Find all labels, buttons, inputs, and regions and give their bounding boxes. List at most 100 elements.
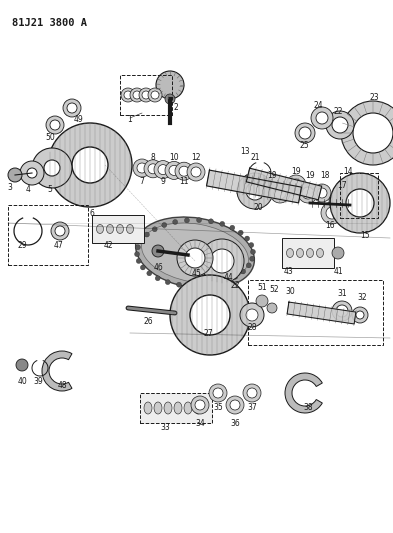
Circle shape — [130, 88, 144, 102]
Ellipse shape — [174, 402, 182, 414]
Ellipse shape — [116, 224, 123, 233]
Text: 46: 46 — [153, 262, 163, 271]
Text: 52: 52 — [269, 286, 279, 295]
Circle shape — [20, 161, 44, 185]
Circle shape — [316, 112, 328, 124]
FancyBboxPatch shape — [92, 215, 144, 243]
Circle shape — [237, 173, 273, 209]
Ellipse shape — [97, 224, 103, 233]
Circle shape — [135, 245, 140, 250]
Circle shape — [313, 184, 331, 202]
Circle shape — [124, 91, 132, 99]
Text: 28: 28 — [247, 324, 257, 333]
Text: 19: 19 — [291, 166, 301, 175]
Circle shape — [241, 269, 246, 274]
Ellipse shape — [194, 402, 202, 414]
Text: 19: 19 — [305, 171, 315, 180]
Circle shape — [200, 239, 244, 283]
Circle shape — [51, 222, 69, 240]
Text: 40: 40 — [17, 376, 27, 385]
Ellipse shape — [154, 402, 162, 414]
Text: 39: 39 — [33, 376, 43, 385]
Text: 12: 12 — [191, 154, 201, 163]
Circle shape — [189, 284, 193, 288]
Circle shape — [246, 263, 251, 268]
Circle shape — [346, 189, 374, 217]
Circle shape — [48, 123, 132, 207]
Circle shape — [220, 221, 225, 227]
Text: 48: 48 — [57, 381, 67, 390]
Text: 23: 23 — [369, 93, 379, 102]
Circle shape — [238, 230, 243, 235]
Circle shape — [133, 159, 151, 177]
Circle shape — [317, 188, 327, 198]
Circle shape — [246, 182, 264, 200]
FancyBboxPatch shape — [140, 393, 212, 423]
Text: 29: 29 — [17, 240, 27, 249]
Text: 26: 26 — [143, 317, 153, 326]
Text: 30: 30 — [285, 287, 295, 295]
Text: 8: 8 — [151, 154, 155, 163]
Circle shape — [67, 103, 77, 113]
Ellipse shape — [141, 223, 248, 283]
Ellipse shape — [286, 248, 294, 257]
FancyBboxPatch shape — [137, 163, 162, 173]
Text: 34: 34 — [195, 418, 205, 427]
Circle shape — [151, 91, 159, 99]
Circle shape — [209, 219, 213, 224]
Text: 47: 47 — [53, 240, 63, 249]
Text: 45: 45 — [191, 269, 201, 278]
Text: 4: 4 — [26, 185, 30, 195]
Text: 20: 20 — [253, 204, 263, 213]
Circle shape — [8, 168, 22, 182]
Circle shape — [152, 245, 164, 257]
Circle shape — [177, 240, 213, 276]
Circle shape — [147, 271, 152, 276]
Circle shape — [165, 161, 183, 180]
Circle shape — [46, 116, 64, 134]
Circle shape — [136, 259, 141, 263]
Ellipse shape — [316, 248, 323, 257]
Circle shape — [226, 396, 244, 414]
Text: 1: 1 — [128, 116, 132, 125]
Text: 42: 42 — [103, 240, 113, 249]
Circle shape — [152, 227, 157, 232]
Circle shape — [173, 220, 178, 224]
Circle shape — [250, 249, 255, 254]
Circle shape — [341, 101, 393, 165]
Circle shape — [165, 94, 175, 104]
Circle shape — [134, 252, 140, 257]
Circle shape — [165, 280, 170, 285]
Circle shape — [246, 309, 258, 321]
Circle shape — [144, 232, 149, 237]
Text: 19: 19 — [267, 171, 277, 180]
Circle shape — [353, 113, 393, 153]
Wedge shape — [42, 351, 72, 391]
Circle shape — [233, 274, 238, 279]
Text: 10: 10 — [169, 154, 179, 163]
Circle shape — [256, 295, 268, 307]
Circle shape — [333, 196, 343, 206]
Circle shape — [195, 400, 205, 410]
Circle shape — [329, 192, 347, 210]
Circle shape — [179, 166, 189, 176]
Polygon shape — [246, 168, 322, 200]
Circle shape — [290, 179, 302, 191]
Circle shape — [302, 187, 314, 199]
Circle shape — [209, 384, 227, 402]
Text: 33: 33 — [160, 424, 170, 432]
Circle shape — [247, 388, 257, 398]
Polygon shape — [207, 170, 301, 203]
Text: 49: 49 — [73, 116, 83, 125]
Text: 2: 2 — [174, 103, 178, 112]
Ellipse shape — [127, 224, 134, 233]
Circle shape — [326, 207, 338, 219]
Circle shape — [326, 111, 354, 139]
Text: 9: 9 — [161, 176, 165, 185]
Circle shape — [144, 160, 162, 178]
Circle shape — [230, 225, 235, 230]
Circle shape — [321, 202, 343, 224]
Text: 37: 37 — [247, 403, 257, 413]
Circle shape — [298, 183, 318, 203]
Ellipse shape — [144, 402, 152, 414]
